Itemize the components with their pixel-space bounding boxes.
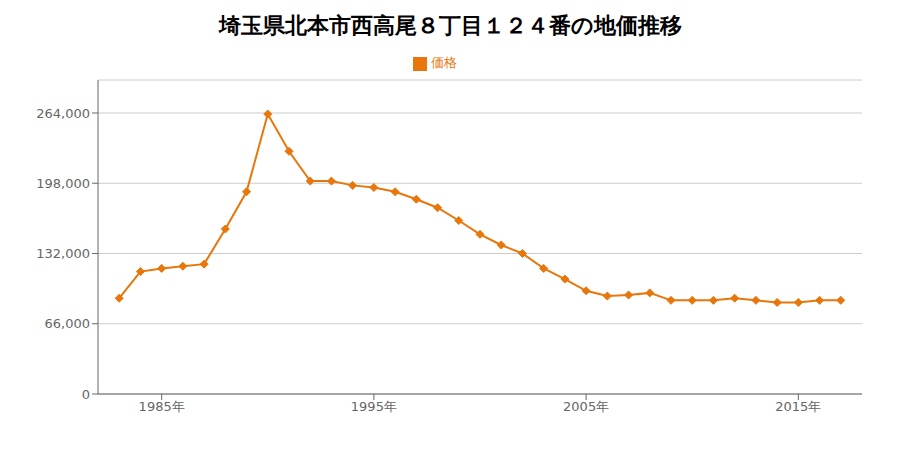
svg-text:1995年: 1995年 [351, 399, 397, 414]
svg-text:264,000: 264,000 [36, 106, 90, 121]
html-text:埼玉県北本市西高尾８丁目１２４番の地価推移: 埼玉県北本市西高尾８丁目１２４番の地価推移 [218, 13, 682, 38]
svg-text:132,000: 132,000 [36, 246, 90, 261]
html-text:価格: 価格 [431, 55, 457, 70]
svg-text:2005年: 2005年 [563, 399, 609, 414]
svg-text:1985年: 1985年 [139, 399, 185, 414]
svg-text:198,000: 198,000 [36, 176, 90, 191]
svg-text:66,000: 66,000 [45, 316, 91, 331]
svg-text:2015年: 2015年 [775, 399, 821, 414]
svg-text:0: 0 [82, 387, 90, 402]
